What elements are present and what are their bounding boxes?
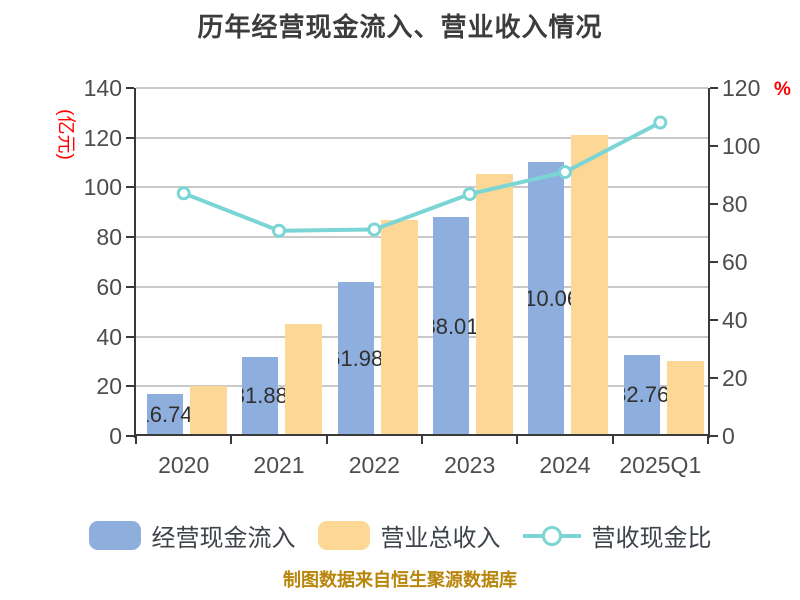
gridline xyxy=(136,186,708,189)
y-axis-right-tick-label: 0 xyxy=(722,423,735,449)
data-source-note: 制图数据来自恒生聚源数据库 xyxy=(283,570,517,590)
y-axis-left-tick xyxy=(126,335,134,338)
y-axis-right-tick-label: 100 xyxy=(722,133,761,159)
y-axis-right-tick xyxy=(710,203,718,205)
y-axis-right-tick xyxy=(710,377,718,379)
gridline xyxy=(136,236,708,239)
y-axis-left-tick-label: 40 xyxy=(96,323,122,350)
bar-value-label: 88.01 xyxy=(433,313,476,339)
y-axis-left-tick xyxy=(126,236,134,239)
x-axis-category-label: 2025Q1 xyxy=(619,452,702,478)
plot-area: 16.74 31.88 61.98 88.01 110.06 32.76 xyxy=(136,87,708,436)
chart-title: 历年经营现金流入、营业收入情况 xyxy=(197,12,603,42)
x-axis-category-label: 2024 xyxy=(539,452,591,478)
legend-swatch-blue-bar-icon xyxy=(88,521,141,550)
y-axis-right-tick-label: 80 xyxy=(722,191,748,217)
bar-total-revenue-2021 xyxy=(285,324,323,436)
y-axis-left-tick xyxy=(126,87,134,89)
bar-value-label: 16.74 xyxy=(147,402,190,428)
bar-operating-cash-inflow-2021 xyxy=(242,356,279,436)
right-axis-unit-label: % xyxy=(774,79,791,100)
y-axis-left-tick xyxy=(126,136,134,139)
y-axis-right-tick-label: 60 xyxy=(722,249,748,275)
x-axis-line xyxy=(134,434,710,436)
bar-total-revenue-2023 xyxy=(476,173,513,436)
bar-value-label: 32.76 xyxy=(624,382,667,408)
bar-operating-cash-inflow-2025Q1 xyxy=(623,354,660,436)
x-axis-tick xyxy=(611,436,614,444)
x-axis-tick xyxy=(707,436,709,444)
y-axis-right-tick xyxy=(710,87,718,89)
x-axis-category-label: 2021 xyxy=(253,452,305,478)
y-axis-left-tick xyxy=(126,385,134,388)
bar-total-revenue-2022 xyxy=(380,219,418,436)
y-axis-left-tick-label: 60 xyxy=(96,273,122,300)
legend-label: 经营现金流入 xyxy=(151,525,296,552)
x-axis-category-label: 2020 xyxy=(158,452,210,478)
y-axis-left-tick-label: 0 xyxy=(109,423,122,449)
bar-value-label: 61.98 xyxy=(338,345,381,371)
gridline xyxy=(136,335,708,338)
y-axis-right-tick-label: 20 xyxy=(722,365,748,391)
legend-label: 营收现金比 xyxy=(591,525,712,552)
bar-operating-cash-inflow-2022 xyxy=(337,281,374,436)
y-axis-left-tick-label: 100 xyxy=(83,174,122,201)
y-axis-left-tick-label: 20 xyxy=(96,373,122,400)
y-axis-left-tick xyxy=(126,435,134,437)
bar-value-label-box: 88.01 xyxy=(433,217,476,436)
y-axis-left-tick xyxy=(126,285,134,288)
y-axis-left-tick xyxy=(126,186,134,189)
bar-value-label-box: 32.76 xyxy=(624,355,667,436)
y-axis-left-tick-label: 140 xyxy=(83,75,122,101)
bar-value-label: 31.88 xyxy=(242,383,286,409)
gridline xyxy=(136,385,708,388)
x-axis-tick xyxy=(325,436,328,444)
x-axis-tick xyxy=(421,436,423,444)
y-axis-right-tick xyxy=(710,261,718,263)
y-axis-left-line xyxy=(134,88,136,438)
y-axis-right-tick-label: 120 xyxy=(722,75,761,101)
bar-value-label-box: 31.88 xyxy=(242,357,285,436)
x-axis-tick xyxy=(135,436,137,444)
legend-item-revenue-cash-ratio: 营收现金比 xyxy=(522,518,712,553)
gridline xyxy=(136,87,708,89)
y-axis-left-tick-label: 80 xyxy=(96,224,122,251)
gridline xyxy=(136,285,708,288)
y-axis-right-line xyxy=(708,88,710,438)
legend-item-operating-cash-inflow: 经营现金流入 xyxy=(88,518,296,553)
bar-total-revenue-2025Q1 xyxy=(666,360,704,436)
legend-line-marker-icon xyxy=(522,521,581,551)
bar-operating-cash-inflow-2023 xyxy=(433,217,469,436)
bar-value-label: 110.06 xyxy=(528,286,571,312)
legend-item-total-revenue: 营业总收入 xyxy=(317,518,501,553)
bar-total-revenue-2024 xyxy=(571,135,609,436)
legend-swatch-yellow-bar-icon xyxy=(317,521,370,550)
y-axis-right-tick xyxy=(710,319,718,321)
y-axis-right-tick-label: 40 xyxy=(722,307,748,333)
legend-label: 营业总收入 xyxy=(380,525,501,552)
bar-value-label-box: 110.06 xyxy=(528,162,571,436)
x-axis-category-label: 2022 xyxy=(348,452,400,478)
x-axis-tick xyxy=(230,436,233,444)
bar-value-label-box: 16.74 xyxy=(147,394,190,436)
y-axis-right-tick xyxy=(710,435,718,437)
y-axis-right-tick xyxy=(710,145,718,147)
bar-operating-cash-inflow-2020 xyxy=(147,394,183,436)
y-axis-left-tick-label: 120 xyxy=(83,124,122,151)
legend: 经营现金流入 营业总收入 营收现金比 xyxy=(0,518,800,553)
bar-value-label-box: 61.98 xyxy=(338,282,381,436)
bar-total-revenue-2020 xyxy=(190,386,227,436)
x-axis-tick xyxy=(516,436,519,444)
x-axis-category-label: 2023 xyxy=(444,452,496,478)
gridline xyxy=(136,136,708,139)
